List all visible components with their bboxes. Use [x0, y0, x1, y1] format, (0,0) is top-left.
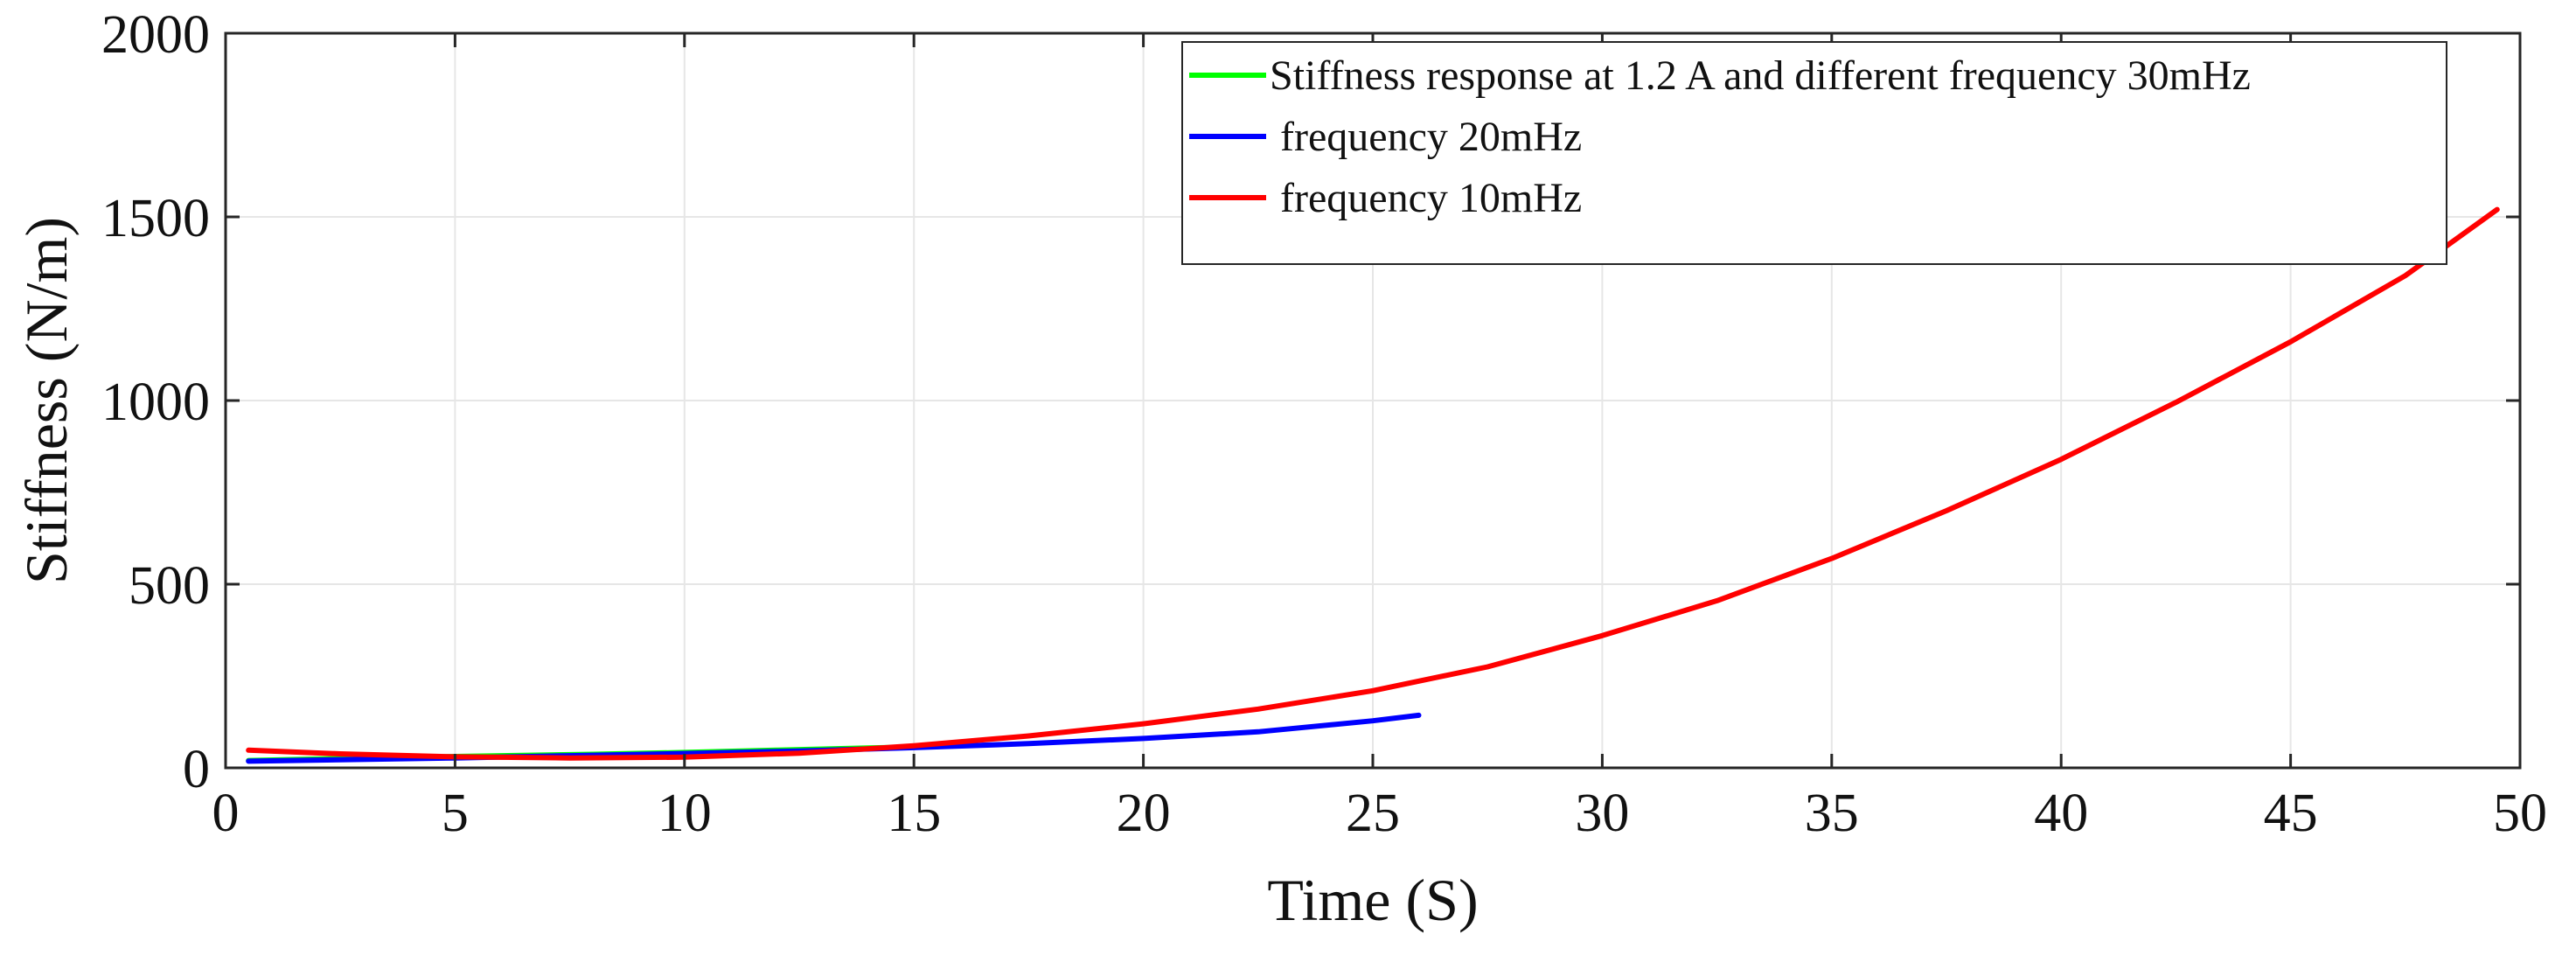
x-axis-label: Time (S): [1267, 867, 1478, 933]
x-tick-label: 50: [2493, 784, 2547, 843]
x-tick-label: 40: [2034, 784, 2088, 843]
x-tick-label: 5: [442, 784, 469, 843]
x-tick-label: 45: [2264, 784, 2318, 843]
x-tick-label: 10: [658, 784, 712, 843]
x-tick-label: 25: [1346, 784, 1400, 843]
x-tick-label: 0: [212, 784, 240, 843]
y-tick-label: 0: [183, 740, 210, 799]
series-line-3: [246, 206, 2500, 761]
legend: Stiffness response at 1.2 A and differen…: [1181, 41, 2447, 265]
x-tick-label: 15: [887, 784, 941, 843]
y-axis-label: Stiffness (N/m): [13, 217, 80, 584]
x-tick-label: 35: [1805, 784, 1859, 843]
y-tick-label: 1500: [101, 189, 210, 248]
legend-box: [1181, 41, 2447, 265]
legend-label-2: frequency 20mHz: [1270, 114, 1582, 160]
legend-label-3: frequency 10mHz: [1270, 175, 1582, 221]
x-tick-label: 20: [1117, 784, 1171, 843]
legend-label-1: Stiffness response at 1.2 A and differen…: [1270, 52, 2251, 99]
y-tick-label: 1000: [101, 373, 210, 432]
x-tick-label: 30: [1575, 784, 1629, 843]
y-tick-label: 500: [129, 556, 210, 616]
series-lines: [246, 206, 2500, 764]
y-tick-label: 2000: [101, 5, 210, 65]
